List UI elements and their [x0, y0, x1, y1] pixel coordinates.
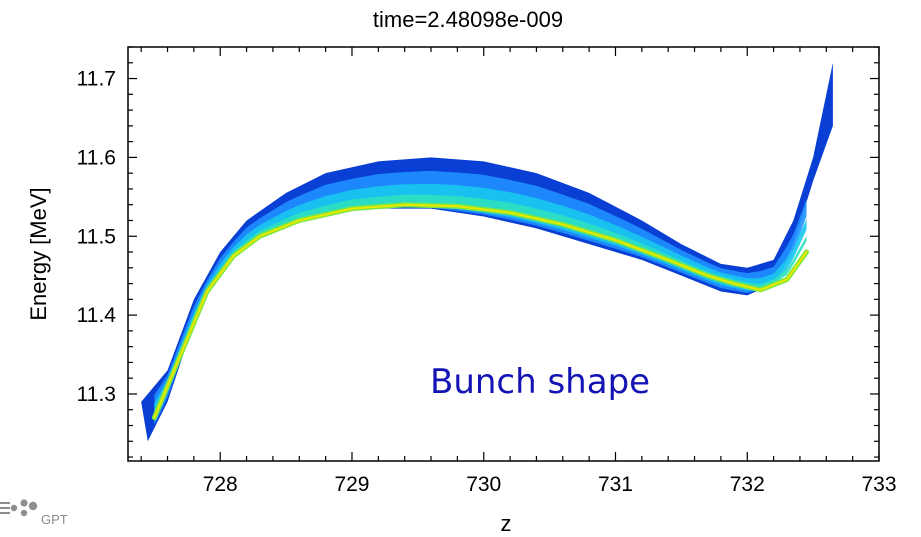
x-tick-label: 732 — [730, 473, 765, 496]
x-tick-label: 733 — [861, 473, 896, 496]
y-tick-label: 11.3 — [77, 383, 116, 406]
y-tick-labels: 11.3 11.4 11.5 11.6 11.7 — [77, 68, 117, 406]
y-tick-label: 11.6 — [77, 146, 116, 169]
gpt-logo: GPT — [0, 499, 68, 527]
x-tick-label: 731 — [598, 473, 633, 496]
x-tick-labels: 728 729 730 731 732 733 — [203, 473, 897, 496]
x-tick-label: 730 — [466, 473, 501, 496]
bunch-core-peak — [153, 203, 808, 419]
x-tick-label: 729 — [334, 473, 369, 496]
chart-title: time=2.48098e-009 — [373, 7, 563, 32]
bunch-outer-band — [141, 62, 833, 442]
y-axis-label: Energy [MeV] — [26, 187, 51, 320]
x-tick-label: 728 — [203, 473, 238, 496]
axis-ticks — [128, 46, 880, 461]
gpt-logo-text: GPT — [41, 512, 68, 527]
plot-frame — [127, 46, 880, 462]
y-tick-label: 11.4 — [77, 304, 117, 327]
plot-data — [141, 62, 833, 442]
bunch-shape-annotation: Bunch shape — [430, 362, 650, 402]
bunch-density-band — [154, 170, 807, 426]
gpt-logo-icon — [0, 499, 38, 517]
y-tick-label: 11.5 — [77, 225, 116, 248]
x-axis-label: z — [501, 511, 512, 536]
y-tick-label: 11.7 — [77, 68, 116, 91]
bunch-density-band — [154, 183, 807, 423]
